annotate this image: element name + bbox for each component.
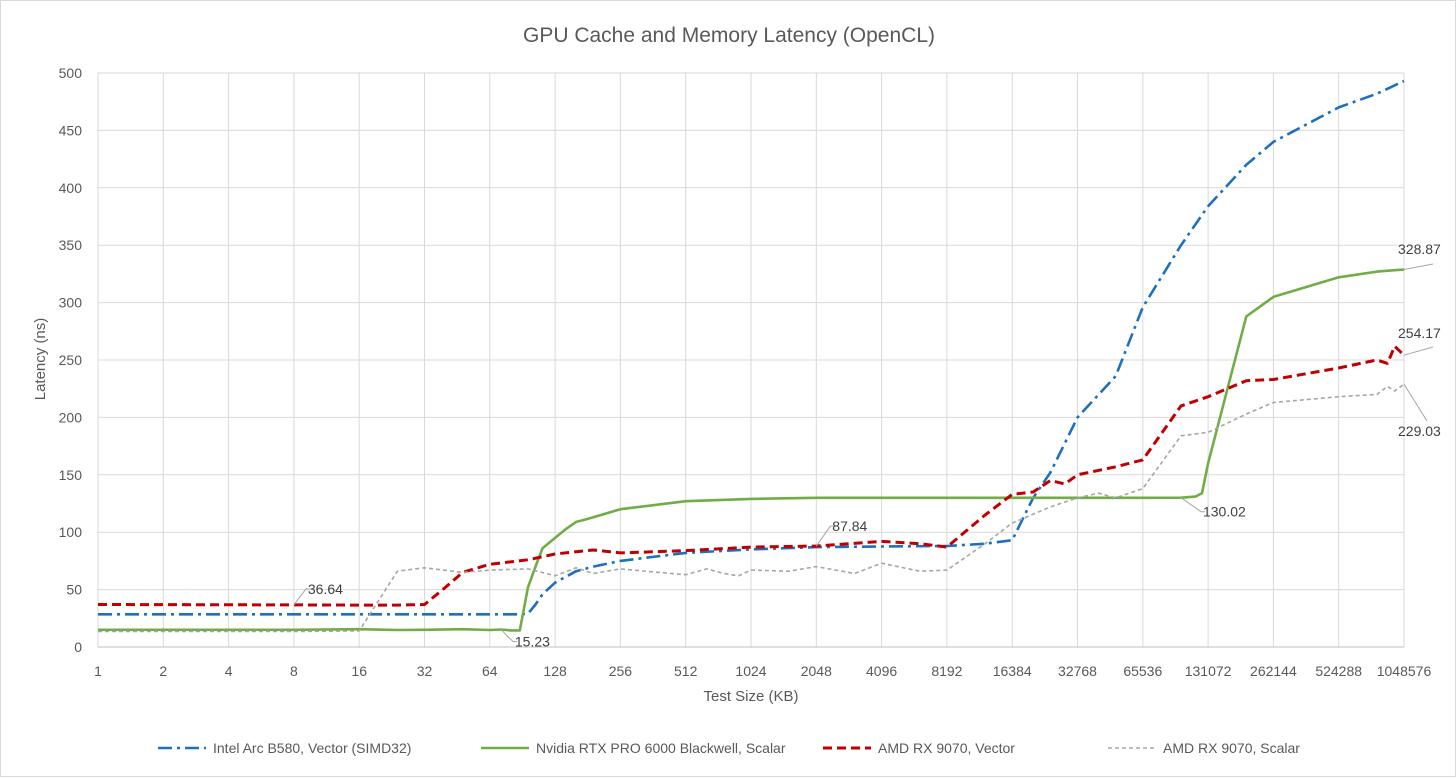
x-tick-label: 16384 (993, 663, 1032, 679)
y-tick-label: 500 (59, 65, 83, 81)
annotation-label: 36.64 (308, 581, 343, 597)
annotation-label: 328.87 (1398, 241, 1441, 257)
x-tick-label: 131072 (1185, 663, 1232, 679)
series-line-1 (98, 79, 1405, 616)
x-tick-label: 32768 (1058, 663, 1097, 679)
x-tick-labels: 1 2 4 8 16 32 64 128 256 512 1024 2048 4096 8192 16384… (94, 663, 1431, 679)
x-tick-label: 4096 (866, 663, 897, 679)
y-tick-label: 150 (59, 467, 83, 483)
x-tick-label: 1 (94, 663, 102, 679)
y-tick-label: 400 (59, 180, 83, 196)
chart-title: GPU Cache and Memory Latency (OpenCL) (523, 24, 935, 47)
annotation-leader (1403, 346, 1434, 356)
x-tick-label: 1024 (735, 663, 766, 679)
x-tick-label: 8192 (931, 663, 962, 679)
annotation-leader (1403, 383, 1428, 422)
series-line-4 (98, 383, 1405, 633)
annotation-label: 229.03 (1398, 423, 1441, 439)
annotation-leader (1180, 497, 1205, 513)
series-line-2 (98, 268, 1405, 632)
annotation-label: 15.23 (515, 634, 550, 650)
x-tick-label: 2 (159, 663, 167, 679)
legend-label-3: AMD RX 9070, Vector (878, 740, 1015, 756)
series-line-3 (97, 344, 1406, 607)
x-tick-label: 524288 (1315, 663, 1362, 679)
x-tick-label: 16 (351, 663, 367, 679)
y-tick-label: 50 (66, 582, 82, 598)
annotation-leader (500, 629, 517, 643)
legend-label-4: AMD RX 9070, Scalar (1163, 740, 1300, 756)
x-axis-label: Test Size (KB) (703, 688, 798, 705)
y-tick-label: 250 (59, 352, 83, 368)
x-tick-label: 512 (674, 663, 698, 679)
y-tick-label: 200 (59, 409, 83, 425)
x-tick-label: 256 (609, 663, 633, 679)
x-tick-label: 64 (482, 663, 498, 679)
x-tick-label: 65536 (1123, 663, 1162, 679)
x-tick-label: 262144 (1250, 663, 1297, 679)
legend-label-2: Nvidia RTX PRO 6000 Blackwell, Scalar (536, 740, 786, 756)
y-axis-label: Latency (ns) (32, 318, 49, 401)
x-tick-label: 1048576 (1377, 663, 1432, 679)
y-tick-label: 100 (59, 524, 83, 540)
x-tick-label: 2048 (801, 663, 832, 679)
y-tick-label: 300 (59, 295, 83, 311)
annotation-leader (815, 525, 835, 547)
x-tick-label: 32 (417, 663, 433, 679)
x-tick-label: 128 (543, 663, 567, 679)
annotation-leader (1403, 263, 1434, 270)
annotation-label: 130.02 (1203, 504, 1246, 520)
y-tick-labels: 0 50 100 150 200 250 300 350 400 450 500 (59, 65, 83, 655)
x-tick-label: 4 (225, 663, 233, 679)
legend: Intel Arc B580, Vector (SIMD32) Nvidia RT… (158, 740, 1300, 756)
series-lines (97, 79, 1406, 633)
annotation-label: 87.84 (832, 518, 867, 534)
x-tick-label: 8 (290, 663, 298, 679)
annotation-leader (293, 588, 310, 606)
legend-label-1: Intel Arc B580, Vector (SIMD32) (213, 740, 411, 756)
y-tick-label: 450 (59, 122, 83, 138)
data-label-annotations: 36.64 15.23 87.84 130.02 328.87 254.17 229.03 (293, 241, 1441, 650)
y-tick-label: 0 (74, 639, 82, 655)
annotation-label: 254.17 (1398, 325, 1441, 341)
gridlines (97, 72, 1405, 648)
y-tick-label: 350 (59, 237, 83, 253)
